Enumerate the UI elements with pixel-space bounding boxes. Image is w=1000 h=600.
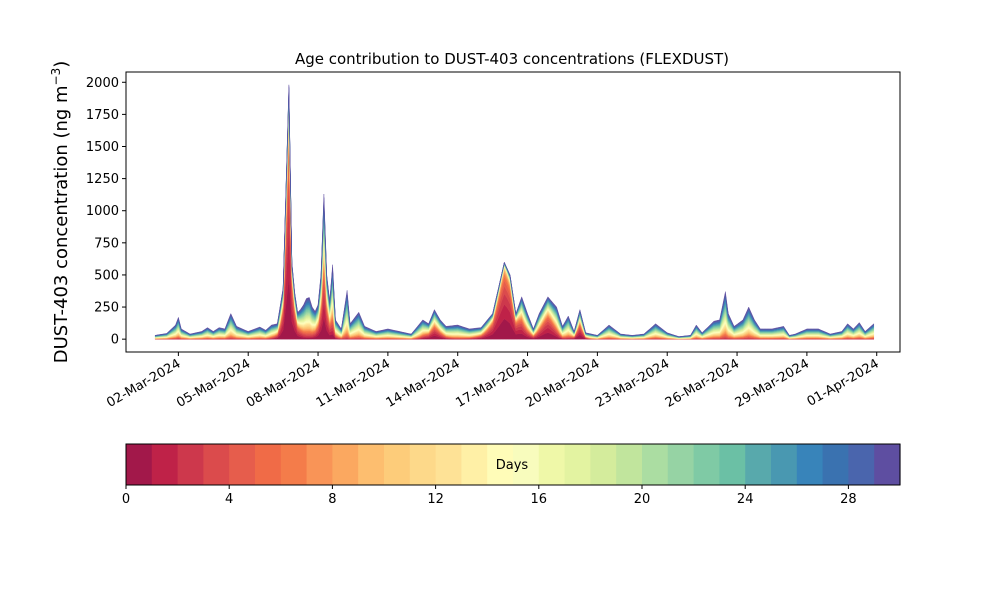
colorbar-segment [719,444,746,485]
x-tick-label: 14-Mar-2024 [384,356,463,410]
x-tick-label: 08-Mar-2024 [244,356,323,410]
colorbar-segment [255,444,282,485]
colorbar-segment [384,444,411,485]
y-axis-label: DUST-403 concentration (ng m−3) [49,61,72,364]
colorbar-segment [177,444,204,485]
y-tick-label: 1750 [86,108,119,123]
colorbar-segment [642,444,669,485]
colorbar-segment [151,444,179,485]
colorbar-segment [332,444,359,485]
colorbar-tick-label: 12 [427,492,444,507]
colorbar-segment [874,444,901,485]
colorbar [126,444,901,485]
plot-area [154,84,874,340]
age-band-26-area [154,89,874,338]
colorbar-frame [125,443,901,486]
colorbar-segment [796,444,824,485]
x-tick-label: 01-Apr-2024 [805,356,882,409]
plot-frame [125,71,901,353]
y-tick-label: 1250 [86,172,119,187]
colorbar-segment [771,444,798,485]
colorbar-segment [745,444,772,485]
age-band-22-area [154,96,874,338]
age-band-19-area [154,100,874,339]
age-band-23-area [154,94,874,338]
y-axis: 0 250 500 750 1000 1250 1500 1750 2000 [86,76,126,348]
y-tick-label: 250 [94,301,119,316]
colorbar-segment [667,444,695,485]
x-tick-label: 17-Mar-2024 [453,356,532,410]
age-band-20-area [154,98,874,338]
age-band-27-area [154,88,874,338]
y-tick-label: 1000 [86,204,119,219]
colorbar-segment [616,444,643,485]
age-band-28-area [154,86,874,338]
x-tick-label: 11-Mar-2024 [314,356,393,410]
x-tick-label: 05-Mar-2024 [174,356,253,410]
age-band-25-area [154,91,874,338]
colorbar-tick-label: 16 [531,492,548,507]
x-tick-label: 26-Mar-2024 [663,356,742,410]
colorbar-segment [203,444,230,485]
colorbar-segment [848,444,875,485]
x-tick-label: 20-Mar-2024 [523,356,602,410]
colorbar-axis: 0 4 8 12 16 20 24 28 [122,485,857,507]
colorbar-segment [590,444,617,485]
colorbar-tick-label: 20 [634,492,651,507]
y-tick-label: 750 [94,236,119,251]
y-tick-label: 0 [111,333,119,348]
age-band-21-area [154,97,874,338]
chart-title: Age contribution to DUST-403 concentrati… [295,50,729,68]
colorbar-segment [564,444,591,485]
y-tick-label: 1500 [86,140,119,155]
colorbar-segment [822,444,849,485]
colorbar-segment [461,444,488,485]
x-tick-label: 23-Mar-2024 [593,356,672,410]
colorbar-segment [280,444,308,485]
colorbar-segment [693,444,720,485]
colorbar-tick-label: 0 [122,492,130,507]
y-tick-label: 500 [94,268,119,283]
colorbar-tick-label: 28 [840,492,857,507]
x-tick-label: 02-Mar-2024 [104,356,183,410]
colorbar-label: Days [496,458,529,473]
colorbar-segment [126,444,153,485]
age-band-24-area [154,92,874,338]
colorbar-segment [409,444,437,485]
colorbar-segment [306,444,333,485]
x-axis: 02-Mar-202405-Mar-202408-Mar-202411-Mar-… [104,352,882,411]
age-band-29-area [154,84,874,337]
colorbar-segment [538,444,566,485]
x-tick-label: 29-Mar-2024 [733,356,812,410]
colorbar-tick-label: 4 [225,492,233,507]
colorbar-tick-label: 24 [737,492,754,507]
y-tick-label: 2000 [86,76,119,91]
colorbar-tick-label: 8 [328,492,336,507]
colorbar-segment [513,444,540,485]
colorbar-segment [435,444,462,485]
colorbar-segment [487,444,514,485]
colorbar-segment [229,444,256,485]
colorbar-segment [358,444,385,485]
